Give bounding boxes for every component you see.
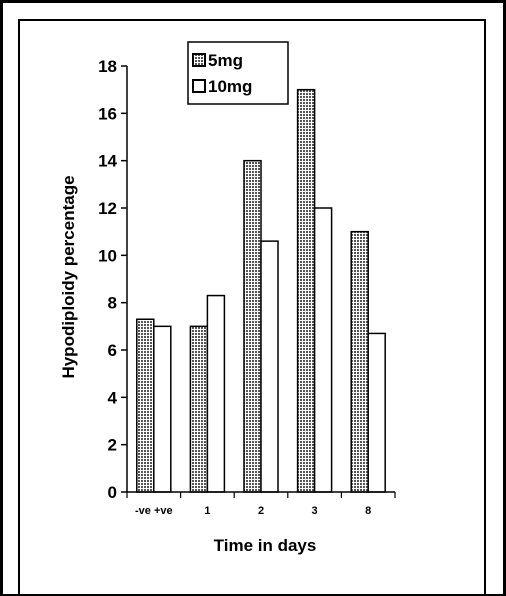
x-tick-label: 3 [312, 505, 318, 517]
x-axis: -ve +ve 1 2 3 8 [126, 491, 396, 517]
x-tick-label: 8 [365, 505, 371, 517]
y-tick-label: 8 [108, 294, 117, 313]
y-tick-label: 0 [108, 483, 117, 502]
bar-5mg [243, 159, 262, 493]
y-axis-label: Hypodiploidy percentage [59, 175, 78, 378]
y-tick-label: 14 [98, 152, 117, 171]
y-axis: 0 2 4 6 8 10 12 14 16 18 [98, 57, 128, 502]
y-tick-label: 16 [98, 104, 117, 123]
legend-label: 10mg [208, 77, 252, 96]
bar-10mg [153, 325, 172, 493]
bar-10mg [313, 207, 333, 493]
x-axis-label: Time in days [214, 536, 317, 555]
y-tick-label: 4 [108, 388, 118, 407]
x-tick-label: 2 [258, 505, 264, 517]
x-tick-label: 1 [204, 505, 210, 517]
legend: 5mg 10mg [187, 41, 289, 105]
legend-swatch [192, 53, 206, 67]
legend-box [187, 41, 289, 105]
y-tick-label: 10 [98, 246, 117, 265]
bar-10mg [367, 332, 386, 493]
legend-label: 5mg [208, 51, 243, 70]
y-tick-label: 2 [108, 436, 117, 455]
plot-area [136, 88, 386, 493]
y-tick-label: 18 [98, 57, 117, 76]
y-tick-label: 6 [108, 341, 117, 360]
bar-10mg [260, 240, 279, 493]
bar-5mg [136, 318, 155, 493]
bar-5mg [189, 325, 209, 493]
inner-border [18, 19, 486, 596]
bar-10mg [206, 294, 226, 493]
y-tick-label: 12 [98, 199, 117, 218]
x-tick-label: -ve +ve [135, 505, 173, 517]
bar-5mg [350, 230, 369, 493]
legend-swatch [192, 79, 206, 93]
bar-5mg [296, 88, 316, 493]
